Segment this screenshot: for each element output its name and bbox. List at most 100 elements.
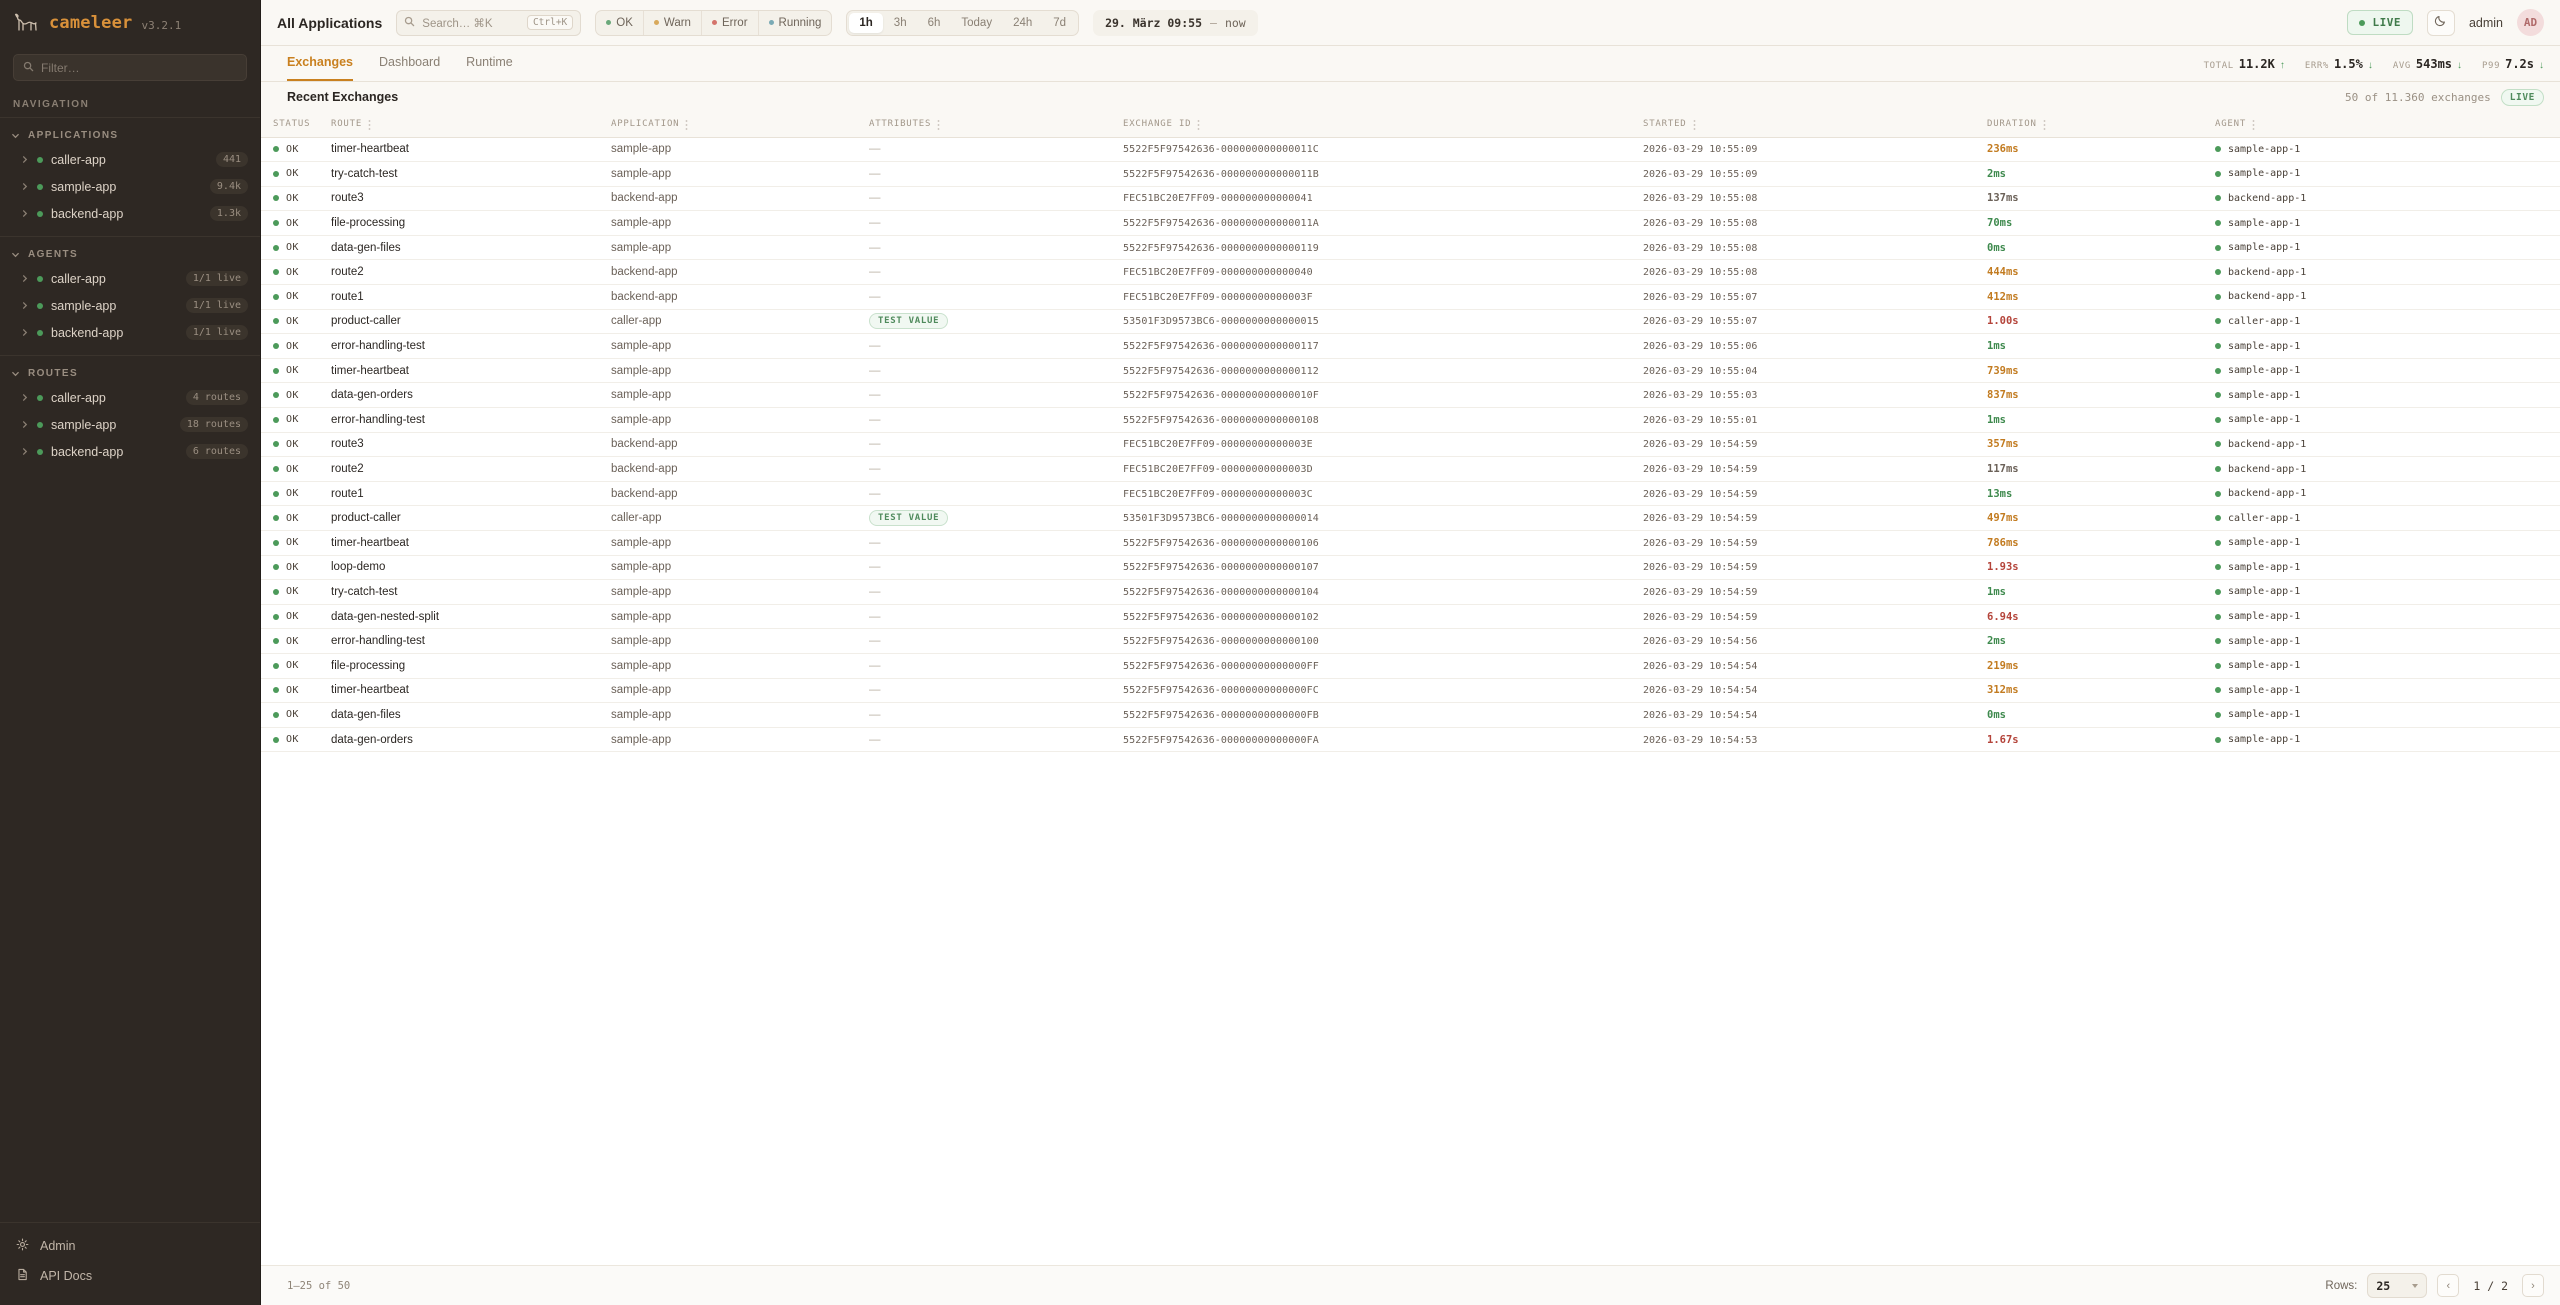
cell-route[interactable]: product-caller bbox=[323, 309, 603, 335]
table-row[interactable]: OK file-processing sample-app — 5522F5F97542… bbox=[261, 653, 2560, 679]
cell-route[interactable]: error-handling-test bbox=[323, 407, 603, 433]
col-duration[interactable]: DURATION bbox=[1979, 112, 2207, 138]
status-filter-ok[interactable]: OK bbox=[596, 10, 644, 35]
table-row[interactable]: OK try-catch-test sample-app — 5522F5F975426… bbox=[261, 579, 2560, 605]
cell-route[interactable]: error-handling-test bbox=[323, 628, 603, 654]
column-resize-handle[interactable] bbox=[368, 118, 372, 130]
cell-exchange-id[interactable]: FEC51BC20E7FF09-00000000000003D bbox=[1115, 456, 1635, 482]
cell-route[interactable]: try-catch-test bbox=[323, 161, 603, 187]
time-range-6h[interactable]: 6h bbox=[927, 16, 941, 29]
table-row[interactable]: OK error-handling-test sample-app — 5522F5F9… bbox=[261, 333, 2560, 359]
col-exchange-id[interactable]: EXCHANGE ID bbox=[1115, 112, 1635, 138]
table-row[interactable]: OK product-caller caller-app TEST VALUE 5350… bbox=[261, 505, 2560, 531]
cell-exchange-id[interactable]: 5522F5F97542636-0000000000000102 bbox=[1115, 604, 1635, 630]
column-resize-handle[interactable] bbox=[937, 118, 941, 130]
col-agent[interactable]: AGENT bbox=[2207, 112, 2560, 138]
table-row[interactable]: OK file-processing sample-app — 5522F5F97542… bbox=[261, 210, 2560, 236]
cell-exchange-id[interactable]: FEC51BC20E7FF09-000000000000040 bbox=[1115, 259, 1635, 286]
cell-exchange-id[interactable]: 5522F5F97542636-0000000000000108 bbox=[1115, 407, 1635, 433]
time-range-24h[interactable]: 24h bbox=[1013, 16, 1033, 29]
cell-exchange-id[interactable]: 5522F5F97542636-0000000000000107 bbox=[1115, 555, 1635, 581]
cell-exchange-id[interactable]: 5522F5F97542636-000000000000010F bbox=[1115, 382, 1635, 409]
time-range-7d[interactable]: 7d bbox=[1053, 16, 1067, 29]
cell-exchange-id[interactable]: 5522F5F97542636-000000000000011C bbox=[1115, 137, 1635, 163]
table-row[interactable]: OK error-handling-test sample-app — 5522F5F9… bbox=[261, 628, 2560, 654]
cell-route[interactable]: timer-heartbeat bbox=[323, 678, 603, 704]
sidebar-item-agent-backend-app[interactable]: backend-app 1/1 live bbox=[0, 319, 260, 346]
sidebar-item-routes-caller-app[interactable]: caller-app 4 routes bbox=[0, 384, 260, 411]
cell-exchange-id[interactable]: 5522F5F97542636-00000000000000FA bbox=[1115, 727, 1635, 753]
cell-route[interactable]: route1 bbox=[323, 284, 603, 310]
cell-exchange-id[interactable]: 5522F5F97542636-0000000000000100 bbox=[1115, 628, 1635, 654]
table-row[interactable]: OK route3 backend-app — FEC51BC20E7FF09-0000… bbox=[261, 432, 2560, 458]
cell-route[interactable]: route2 bbox=[323, 456, 603, 482]
cell-exchange-id[interactable]: 53501F3D9573BC6-0000000000000015 bbox=[1115, 309, 1635, 335]
status-filter-warn[interactable]: Warn bbox=[644, 10, 702, 35]
table-row[interactable]: OK data-gen-files sample-app — 5522F5F975426… bbox=[261, 702, 2560, 728]
table-row[interactable]: OK route1 backend-app — FEC51BC20E7FF09-0000… bbox=[261, 481, 2560, 507]
cell-exchange-id[interactable]: 5522F5F97542636-000000000000011A bbox=[1115, 210, 1635, 236]
cell-route[interactable]: product-caller bbox=[323, 505, 603, 531]
table-row[interactable]: OK try-catch-test sample-app — 5522F5F975426… bbox=[261, 161, 2560, 187]
sidebar-item-app-caller-app[interactable]: caller-app 441 bbox=[0, 146, 260, 173]
sidebar-item-agent-caller-app[interactable]: caller-app 1/1 live bbox=[0, 265, 260, 292]
sidebar-item-routes-backend-app[interactable]: backend-app 6 routes bbox=[0, 438, 260, 465]
section-header-agents[interactable]: AGENTS bbox=[0, 244, 260, 265]
tab-runtime[interactable]: Runtime bbox=[466, 55, 513, 69]
column-resize-handle[interactable] bbox=[1197, 118, 1201, 130]
section-header-routes[interactable]: ROUTES bbox=[0, 363, 260, 384]
time-range-1h[interactable]: 1h bbox=[849, 12, 883, 33]
tab-exchanges[interactable]: Exchanges bbox=[287, 46, 354, 81]
next-page-button[interactable]: › bbox=[2522, 1274, 2544, 1297]
cell-exchange-id[interactable]: 5522F5F97542636-000000000000011B bbox=[1115, 161, 1635, 187]
col-route[interactable]: ROUTE bbox=[323, 112, 603, 138]
search-input[interactable]: Search… ⌘K Ctrl+K bbox=[396, 9, 582, 36]
theme-toggle-button[interactable] bbox=[2426, 9, 2455, 36]
time-range-today[interactable]: Today bbox=[961, 16, 993, 29]
table-row[interactable]: OK timer-heartbeat sample-app — 5522F5F97542… bbox=[261, 678, 2560, 704]
cell-route[interactable]: data-gen-orders bbox=[323, 727, 603, 753]
sidebar-item-app-sample-app[interactable]: sample-app 9.4k bbox=[0, 173, 260, 200]
table-row[interactable]: OK product-caller caller-app TEST VALUE 5350… bbox=[261, 309, 2560, 335]
cell-route[interactable]: file-processing bbox=[323, 210, 603, 236]
col-started[interactable]: STARTED bbox=[1635, 112, 1979, 138]
column-resize-handle[interactable] bbox=[2252, 118, 2256, 130]
cell-route[interactable]: data-gen-orders bbox=[323, 382, 603, 409]
sidebar-item-admin[interactable]: Admin bbox=[0, 1231, 260, 1261]
cell-exchange-id[interactable]: 5522F5F97542636-0000000000000119 bbox=[1115, 235, 1635, 261]
live-status-badge[interactable]: LIVE bbox=[2347, 10, 2413, 35]
cell-route[interactable]: data-gen-files bbox=[323, 235, 603, 261]
cell-route[interactable]: file-processing bbox=[323, 653, 603, 679]
table-row[interactable]: OK timer-heartbeat sample-app — 5522F5F97542… bbox=[261, 358, 2560, 384]
cell-exchange-id[interactable]: FEC51BC20E7FF09-00000000000003F bbox=[1115, 284, 1635, 310]
cell-exchange-id[interactable]: 53501F3D9573BC6-0000000000000014 bbox=[1115, 505, 1635, 531]
brand[interactable]: cameleer v3.2.1 bbox=[0, 0, 260, 46]
cell-route[interactable]: loop-demo bbox=[323, 555, 603, 581]
cell-route[interactable]: route1 bbox=[323, 481, 603, 507]
user-name[interactable]: admin bbox=[2468, 15, 2503, 30]
cell-route[interactable]: data-gen-files bbox=[323, 702, 603, 728]
cell-exchange-id[interactable]: FEC51BC20E7FF09-00000000000003E bbox=[1115, 432, 1635, 458]
cell-exchange-id[interactable]: 5522F5F97542636-0000000000000106 bbox=[1115, 530, 1635, 556]
section-header-applications[interactable]: APPLICATIONS bbox=[0, 125, 260, 146]
table-row[interactable]: OK route2 backend-app — FEC51BC20E7FF09-0000… bbox=[261, 456, 2560, 482]
column-resize-handle[interactable] bbox=[2042, 118, 2046, 130]
avatar[interactable]: AD bbox=[2517, 9, 2544, 36]
cell-route[interactable]: route3 bbox=[323, 186, 603, 212]
time-range-display[interactable]: 29. März 09:55 — now bbox=[1093, 9, 1258, 36]
rows-per-page-select[interactable]: 25 bbox=[2367, 1273, 2428, 1298]
sidebar-item-routes-sample-app[interactable]: sample-app 18 routes bbox=[0, 411, 260, 438]
cell-exchange-id[interactable]: 5522F5F97542636-00000000000000FC bbox=[1115, 678, 1635, 704]
table-row[interactable]: OK data-gen-nested-split sample-app — 5522F5… bbox=[261, 604, 2560, 630]
table-row[interactable]: OK timer-heartbeat sample-app — 5522F5F97542… bbox=[261, 137, 2560, 163]
sidebar-item-app-backend-app[interactable]: backend-app 1.3k bbox=[0, 200, 260, 227]
cell-route[interactable]: route3 bbox=[323, 432, 603, 458]
sidebar-filter-input[interactable] bbox=[41, 60, 237, 75]
status-filter-running[interactable]: Running bbox=[759, 11, 832, 35]
cell-route[interactable]: error-handling-test bbox=[323, 333, 603, 359]
column-resize-handle[interactable] bbox=[1692, 118, 1696, 130]
cell-route[interactable]: timer-heartbeat bbox=[323, 358, 603, 384]
table-row[interactable]: OK error-handling-test sample-app — 5522F5F9… bbox=[261, 407, 2560, 433]
cell-route[interactable]: timer-heartbeat bbox=[323, 530, 603, 556]
table-row[interactable]: OK data-gen-files sample-app — 5522F5F975426… bbox=[261, 235, 2560, 261]
